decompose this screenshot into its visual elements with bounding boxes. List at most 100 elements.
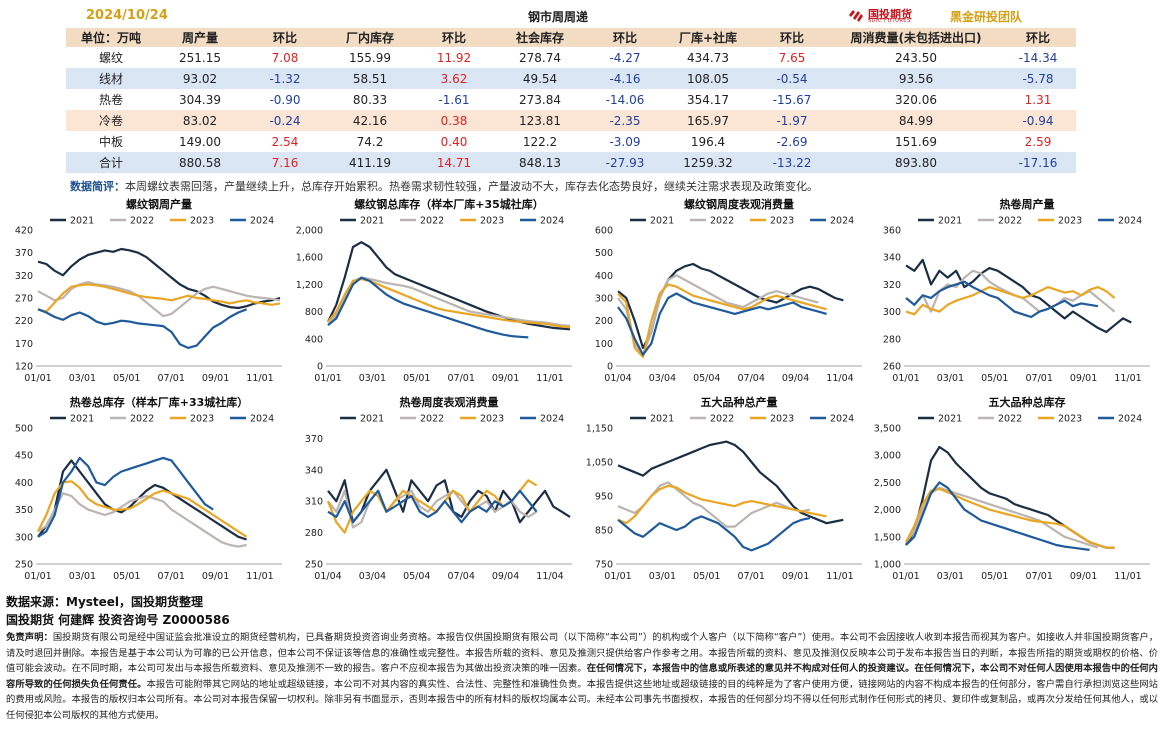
x-tick-label: 05/01 bbox=[403, 373, 430, 384]
col-header: 环比 bbox=[586, 28, 664, 47]
x-tick-label: 07/04 bbox=[738, 373, 765, 384]
x-tick-label: 01/01 bbox=[892, 571, 919, 582]
table-cell: -0.90 bbox=[244, 89, 326, 110]
y-tick-label: 1,500 bbox=[874, 532, 901, 543]
line-chart: 五大品种总产量 2021 2022 2023 2024 750 850 950 1,050 1,1… bbox=[586, 395, 862, 582]
table-cell: -17.16 bbox=[1000, 152, 1076, 173]
table-cell: 320.06 bbox=[832, 89, 1000, 110]
table-cell: 0.38 bbox=[414, 110, 494, 131]
table-cell: 304.39 bbox=[156, 89, 244, 110]
table-cell: 84.99 bbox=[832, 110, 1000, 131]
chart-title: 螺纹钢周产量 bbox=[126, 197, 192, 211]
legend-label: 2023 bbox=[770, 414, 794, 425]
y-tick-label: 800 bbox=[305, 307, 323, 318]
table-cell: -0.94 bbox=[1000, 110, 1076, 131]
line-chart: 热卷周产量 2021 2022 2023 2024 260 280 300 320 340 360 0… bbox=[883, 197, 1150, 384]
table-cell: 58.51 bbox=[326, 68, 414, 89]
y-tick-label: 1,200 bbox=[296, 280, 323, 291]
col-header: 周产量 bbox=[156, 28, 244, 47]
table-cell: 14.71 bbox=[414, 152, 494, 173]
x-tick-label: 09/01 bbox=[492, 373, 519, 384]
series-line-2024 bbox=[905, 280, 1099, 319]
chart-title: 热卷总库存（样本厂库+33城社库） bbox=[70, 395, 249, 409]
legend-label: 2024 bbox=[830, 414, 854, 425]
col-header: 社会库存 bbox=[494, 28, 586, 47]
x-tick-label: 03/01 bbox=[937, 373, 964, 384]
table-cell: -13.22 bbox=[752, 152, 832, 173]
table-cell: 196.4 bbox=[664, 131, 752, 152]
x-tick-label: 11/01 bbox=[536, 373, 563, 384]
x-tick-label: 05/01 bbox=[113, 571, 140, 582]
x-tick-label: 09/04 bbox=[782, 373, 809, 384]
y-tick-label: 2,500 bbox=[874, 478, 901, 489]
series-line-2024 bbox=[327, 276, 529, 339]
legend-label: 2021 bbox=[360, 216, 384, 227]
line-chart: 热卷总库存（样本厂库+33城社库） 2021 2022 2023 2024 250 300 3… bbox=[15, 395, 282, 582]
legend-label: 2024 bbox=[250, 414, 274, 425]
table-cell: -14.06 bbox=[586, 89, 664, 110]
series-line-2024 bbox=[327, 489, 538, 524]
series-line-2021 bbox=[37, 459, 247, 541]
series-line-2023 bbox=[37, 283, 281, 313]
legend-label: 2021 bbox=[938, 414, 962, 425]
col-header: 环比 bbox=[752, 28, 832, 47]
table-cell: 122.2 bbox=[494, 131, 586, 152]
table-header-row: 单位：万吨 周产量 环比 厂内库存 环比 社会库存 环比 厂库+社库 环比 周消… bbox=[66, 28, 1076, 47]
table-row: 螺纹 251.15 7.08 155.99 11.92 278.74 -4.27 434.73… bbox=[66, 47, 1076, 68]
table-cell: 411.19 bbox=[326, 152, 414, 173]
legend-label: 2021 bbox=[650, 414, 674, 425]
report-title: 钢市周周递 bbox=[528, 10, 589, 24]
x-tick-label: 09/01 bbox=[1070, 373, 1097, 384]
table-cell: 7.16 bbox=[244, 152, 326, 173]
series-line-2021 bbox=[37, 247, 281, 310]
weekly-steel-table: 单位：万吨 周产量 环比 厂内库存 环比 社会库存 环比 厂库+社库 环比 周消… bbox=[66, 28, 1076, 173]
table-cell: 3.62 bbox=[414, 68, 494, 89]
y-tick-label: 320 bbox=[15, 271, 33, 282]
x-tick-label: 07/04 bbox=[448, 571, 475, 582]
series-line-2024 bbox=[617, 515, 811, 552]
x-tick-label: 05/01 bbox=[981, 571, 1008, 582]
report-date: 2024/10/24 bbox=[86, 8, 168, 23]
table-cell: -4.16 bbox=[586, 68, 664, 89]
legend-label: 2024 bbox=[830, 216, 854, 227]
x-tick-label: 03/01 bbox=[937, 571, 964, 582]
company-logo: 国投期货 SDIC FUTURES bbox=[848, 6, 944, 24]
series-line-2023 bbox=[617, 484, 827, 525]
y-tick-label: 1,000 bbox=[874, 560, 901, 571]
legend-label: 2024 bbox=[1118, 216, 1142, 227]
legend-label: 2024 bbox=[1118, 414, 1142, 425]
x-tick-label: 07/01 bbox=[158, 571, 185, 582]
legend-label: 2022 bbox=[130, 414, 154, 425]
table-cell: 108.05 bbox=[664, 68, 752, 89]
series-line-2022 bbox=[617, 274, 819, 356]
x-tick-label: 01/01 bbox=[314, 373, 341, 384]
y-tick-label: 270 bbox=[15, 294, 33, 305]
x-tick-label: 07/01 bbox=[738, 571, 765, 582]
x-tick-label: 01/01 bbox=[604, 571, 631, 582]
x-tick-label: 05/01 bbox=[693, 571, 720, 582]
y-tick-label: 280 bbox=[305, 528, 323, 539]
x-tick-label: 01/01 bbox=[24, 373, 51, 384]
chart-panel: 五大品种总库存 2021 2022 2023 2024 1,000 1,500 2,000 2,… bbox=[868, 394, 1156, 590]
col-header: 环比 bbox=[414, 28, 494, 47]
x-tick-label: 07/01 bbox=[448, 373, 475, 384]
x-tick-label: 07/01 bbox=[1026, 571, 1053, 582]
chart-panel: 热卷周度表观消费量 2021 2022 2023 2024 250 280 310 340 370… bbox=[290, 394, 578, 590]
y-tick-label: 850 bbox=[595, 526, 613, 537]
x-tick-label: 03/04 bbox=[359, 571, 386, 582]
table-cell: 893.80 bbox=[832, 152, 1000, 173]
table-cell: -1.32 bbox=[244, 68, 326, 89]
legend-label: 2022 bbox=[420, 216, 444, 227]
disclaimer-bold: 在任何情况下，本报告中的信息或所表述的意见并不构成对任何人的投资建议。在任何情况… bbox=[6, 663, 1158, 690]
row-label: 螺纹 bbox=[66, 47, 156, 68]
y-tick-label: 3,000 bbox=[874, 451, 901, 462]
chart-title: 五大品种总库存 bbox=[989, 395, 1066, 409]
row-label: 冷卷 bbox=[66, 110, 156, 131]
y-tick-label: 170 bbox=[15, 339, 33, 350]
x-tick-label: 11/04 bbox=[536, 571, 563, 582]
legend-label: 2023 bbox=[1058, 216, 1082, 227]
row-label: 热卷 bbox=[66, 89, 156, 110]
x-tick-label: 03/01 bbox=[359, 373, 386, 384]
series-line-2023 bbox=[617, 283, 827, 358]
chart-title: 螺纹钢总库存（样本厂库+35城社库） bbox=[354, 197, 544, 211]
